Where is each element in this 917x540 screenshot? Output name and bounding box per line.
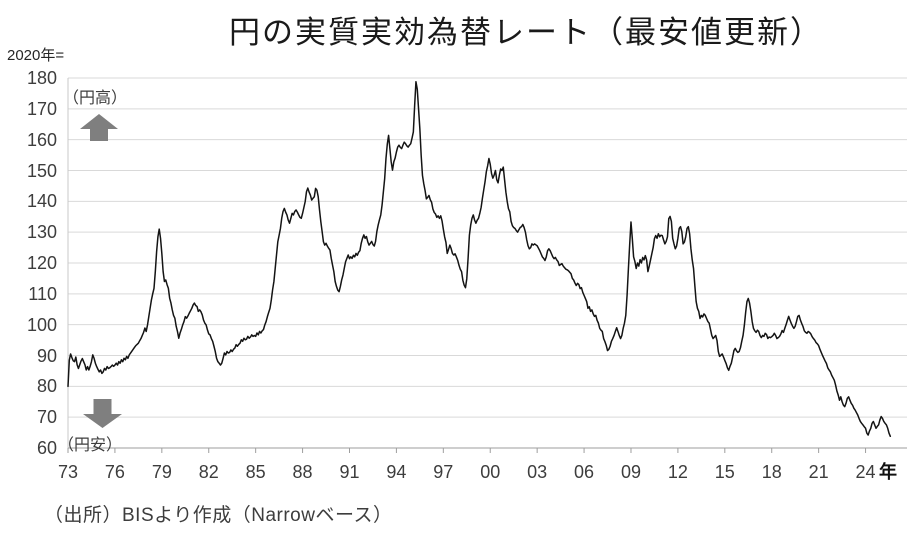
gridlines (68, 77, 907, 449)
yen-weak-annotation: （円安） (58, 437, 123, 454)
y-axis-label: 160 (26, 129, 57, 150)
y-axis-label: 110 (28, 283, 57, 304)
x-axis-label: 12 (667, 462, 688, 482)
x-axis-label: 85 (245, 462, 266, 482)
exchange-rate-line (67, 80, 892, 438)
y-axis-label: 170 (26, 98, 57, 119)
x-axis-label: 00 (480, 462, 501, 482)
y-axis-label: 120 (26, 253, 57, 273)
y-axis-label: 140 (26, 191, 57, 212)
source-note: （出所）BISより作成（Narrowベース） (44, 505, 393, 526)
x-axis-label: 03 (527, 462, 548, 482)
yen-strong-annotation: （円高） (63, 90, 128, 107)
x-axis-label: 15 (714, 462, 735, 482)
yen-depreciation-arrow-icon (83, 399, 122, 428)
y-axis-label: 150 (26, 160, 57, 181)
y-axis-label: 100 (26, 314, 57, 335)
base-index-note: 2020年= (7, 47, 65, 64)
x-axis-label: 97 (433, 462, 454, 482)
x-axis-label: 73 (57, 462, 79, 482)
x-axis-label: 06 (574, 462, 595, 482)
y-axis-label: 60 (36, 438, 57, 458)
x-axis-label: 91 (339, 462, 360, 482)
x-axis-label: 09 (620, 462, 641, 482)
y-axis-label: 80 (36, 376, 57, 397)
chart-title: 円の実質実効為替レート（最安値更新） (229, 15, 823, 50)
x-axis-ticks (67, 448, 867, 453)
x-axis-label: 76 (104, 462, 125, 482)
yen-appreciation-arrow-icon (80, 114, 118, 141)
x-axis-label: 82 (198, 462, 219, 482)
x-axis-unit-label: 年 (879, 462, 897, 482)
y-axis-label: 130 (26, 222, 57, 243)
x-axis-label: 88 (292, 462, 313, 482)
x-axis-label: 79 (151, 462, 172, 482)
y-axis-label: 90 (36, 345, 57, 366)
x-axis-label: 94 (386, 462, 407, 482)
x-axis-label: 24 (855, 462, 876, 482)
y-axis-label: 180 (26, 68, 57, 88)
x-axis-label: 21 (808, 462, 829, 482)
x-axis-label: 18 (761, 462, 782, 482)
y-axis-label: 70 (36, 407, 57, 428)
